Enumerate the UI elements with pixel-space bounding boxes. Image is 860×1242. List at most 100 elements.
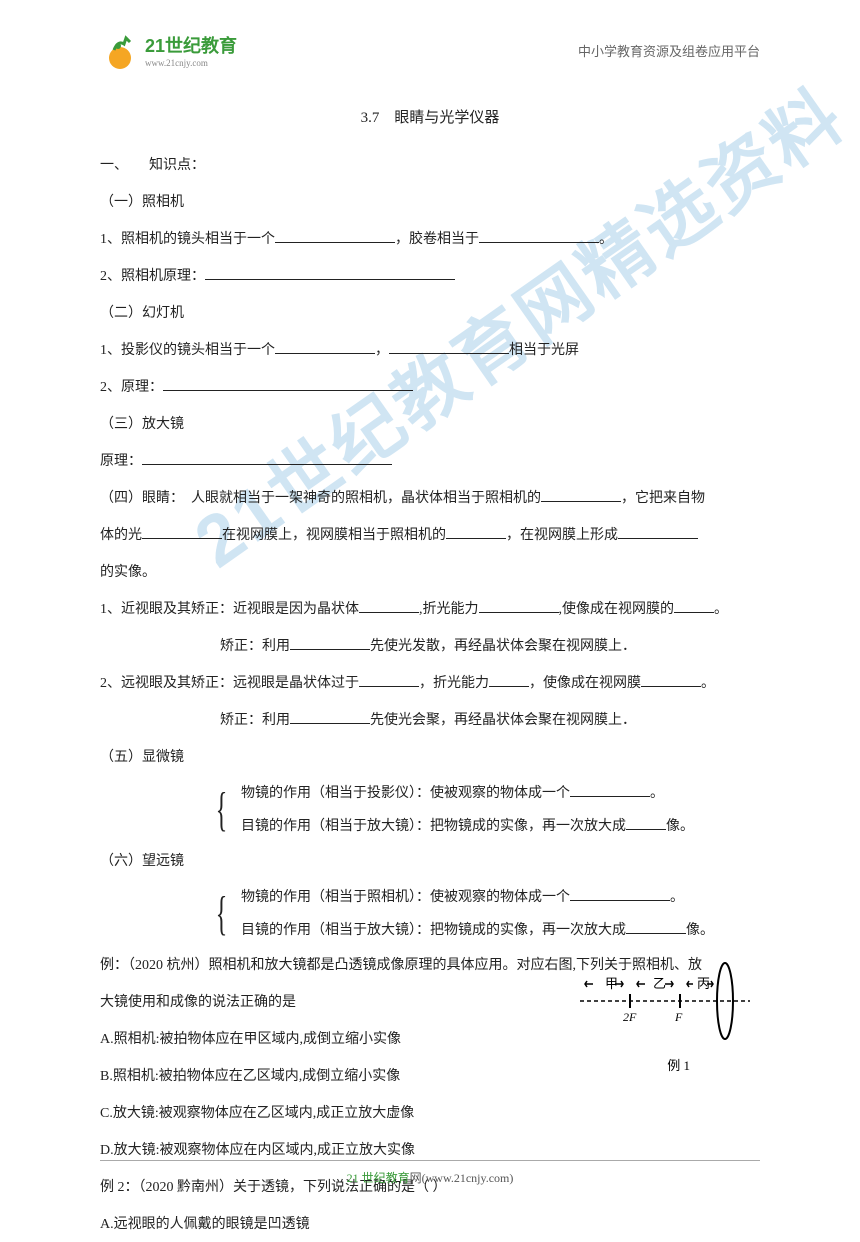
brace-content: 物镜的作用（相当于投影仪）：使被观察的物体成一个 。 目镜的作用（相当于放大镜）：… [241,777,694,844]
blank [641,669,701,687]
blank [359,595,419,613]
brace-icon: { [216,786,228,834]
blank [489,669,529,687]
blank [626,812,666,830]
fill-line: 2、原理： [100,370,760,405]
text: 2、远视眼及其矫正：远视眼是晶状体过于 [100,676,359,691]
text: 像。 [666,819,694,834]
text: 先使光发散，再经晶状体会聚在视网膜上． [370,639,636,654]
text: 2、照相机原理： [100,269,205,284]
blank [618,521,698,539]
text: 。 [701,676,715,691]
fill-line: （四）眼睛： 人眼就相当于一架神奇的照相机，晶状体相当于照相机的 ，它把来自物 [100,481,760,516]
logo: 21世纪教育 www.21cnjy.com [100,30,237,70]
fill-line: 1、照相机的镜头相当于一个 ，胶卷相当于 。 [100,222,760,257]
text: 。 [650,786,664,801]
blank [205,262,455,280]
page-footer: 21 世纪教育网(www.21cnjy.com) [100,1160,760,1186]
text: 2、原理： [100,380,163,395]
blank [479,595,559,613]
text: 物镜的作用（相当于照相机）：使被观察的物体成一个 [241,890,570,905]
blank [446,521,506,539]
subsection: （三）放大镜 [100,407,760,442]
fill-line: 2、远视眼及其矫正：远视眼是晶状体过于 ，折光能力 ，使像成在视网膜 。 [100,666,760,701]
text: 原理： [100,454,142,469]
blank [290,632,370,650]
text: （四）眼睛： 人眼就相当于一架神奇的照相机，晶状体相当于照相机的 [100,491,541,506]
blank [275,225,395,243]
blank [479,225,599,243]
text: 。 [670,890,684,905]
text: ，使像成在视网膜 [529,676,641,691]
text: ，折光能力 [419,676,489,691]
text: 先使光会聚，再经晶状体会聚在视网膜上． [370,713,636,728]
blank [674,595,714,613]
option: C.放大镜:被观察物体应在乙区域内,成正立放大虚像 [100,1096,760,1131]
text: ， [375,343,389,358]
text: ,折光能力 [419,602,479,617]
page-header: 21世纪教育 www.21cnjy.com 中小学教育资源及组卷应用平台 [0,0,860,80]
text: ，它把来自物 [621,491,705,506]
blank [570,883,670,901]
document-content: 3.7 眼睛与光学仪器 一、 知识点： （一）照相机 1、照相机的镜头相当于一个… [0,80,860,1242]
text: 目镜的作用（相当于放大镜）：把物镜成的实像，再一次放大成 [241,923,626,938]
text: 目镜的作用（相当于放大镜）：把物镜成的实像，再一次放大成 [241,819,626,834]
logo-icon [100,30,140,70]
brace-content: 物镜的作用（相当于照相机）：使被观察的物体成一个 。 目镜的作用（相当于放大镜）：… [241,881,714,948]
blank [389,336,509,354]
text: 矫正：利用 [220,639,290,654]
text: 。 [599,232,613,247]
subsection: （六）望远镜 [100,844,760,879]
text: 1、照相机的镜头相当于一个 [100,232,275,247]
fill-line: 2、照相机原理： [100,259,760,294]
logo-main-text: 21世纪教育 [145,32,237,58]
text: 像。 [686,923,714,938]
fill-line: 的实像。 [100,555,760,590]
brace-group: { 物镜的作用（相当于投影仪）：使被观察的物体成一个 。 目镜的作用（相当于放大镜… [210,777,760,844]
blank [626,916,686,934]
text: ，在视网膜上形成 [506,528,618,543]
text: 。 [714,602,728,617]
footer-brand: 21 世纪教育 [347,1171,410,1185]
text: 物镜的作用（相当于投影仪）：使被观察的物体成一个 [241,786,570,801]
subsection: （五）显微镜 [100,740,760,775]
brace-group: { 物镜的作用（相当于照相机）：使被观察的物体成一个 。 目镜的作用（相当于放大镜… [210,881,760,948]
text: 1、投影仪的镜头相当于一个 [100,343,275,358]
brace-icon: { [216,890,228,938]
logo-sub-text: www.21cnjy.com [145,58,237,68]
text: 1、近视眼及其矫正：近视眼是因为晶状体 [100,602,359,617]
diagram-label: 乙 [653,976,666,991]
fill-line: 1、近视眼及其矫正：近视眼是因为晶状体 ,折光能力 ,使像成在视网膜的 。 [100,592,760,627]
blank [290,706,370,724]
blank [275,336,375,354]
footer-text: 网(www.21cnjy.com) [410,1171,514,1185]
doc-title: 3.7 眼睛与光学仪器 [100,100,760,138]
blank [359,669,419,687]
fill-line: 矫正：利用 先使光会聚，再经晶状体会聚在视网膜上． [100,703,760,738]
text: 相当于光屏 [509,343,579,358]
diagram-label: F [674,1010,683,1024]
text: ,使像成在视网膜的 [559,602,675,617]
logo-text: 21世纪教育 www.21cnjy.com [145,32,237,68]
section-heading: 一、 知识点： [100,148,760,183]
blank [541,484,621,502]
blank [570,779,650,797]
fill-line: 矫正：利用 先使光发散，再经晶状体会聚在视网膜上． [100,629,760,664]
example-label: 例 1 [667,1055,690,1074]
blank [142,447,392,465]
subsection: （二）幻灯机 [100,296,760,331]
blank [163,373,413,391]
diagram-label: 2F [623,1010,637,1024]
fill-line: 体的光 在视网膜上，视网膜相当于照相机的 ，在视网膜上形成 [100,518,760,553]
fill-line: 原理： [100,444,760,479]
header-right-text: 中小学教育资源及组卷应用平台 [578,41,760,60]
fill-line: 1、投影仪的镜头相当于一个 ， 相当于光屏 [100,333,760,368]
text: 矫正：利用 [220,713,290,728]
lens-diagram: 甲 乙 丙 2F F [575,956,755,1046]
blank [142,521,222,539]
option: B.照相机:被拍物体应在乙区域内,成倒立缩小实像 [100,1059,760,1094]
text: ，胶卷相当于 [395,232,479,247]
text: 体的光 [100,528,142,543]
option: A.远视眼的人佩戴的眼镜是凹透镜 [100,1207,760,1242]
text: 在视网膜上，视网膜相当于照相机的 [222,528,446,543]
